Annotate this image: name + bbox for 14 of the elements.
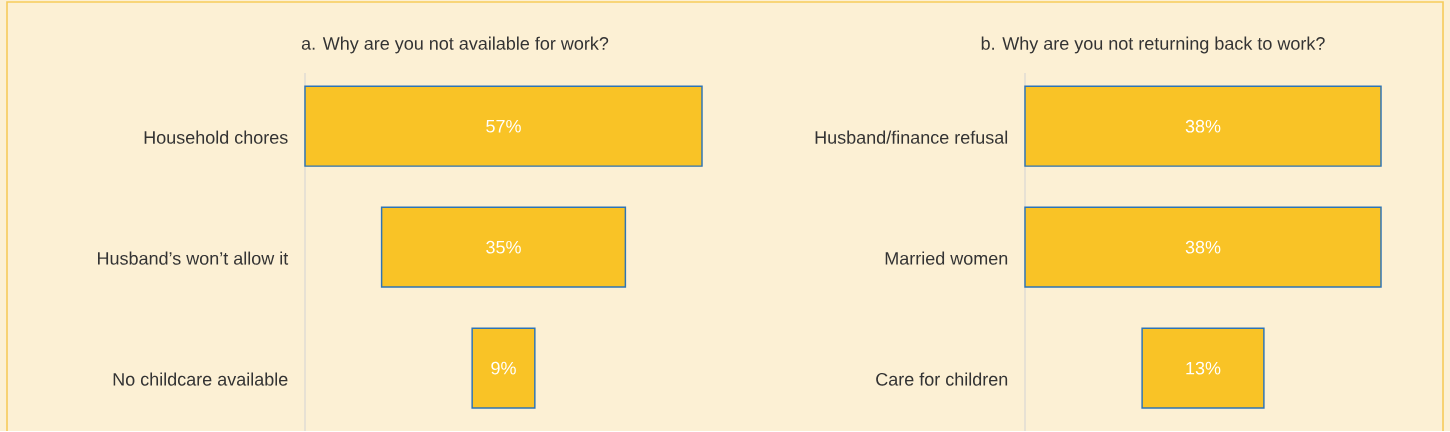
- category-label: Household chores: [144, 130, 288, 144]
- category-label: Married women: [885, 251, 1008, 265]
- data-label: 38%: [1185, 240, 1221, 254]
- category-label: Care for children: [876, 372, 1008, 386]
- data-label: 13%: [1186, 361, 1221, 375]
- category-label: Husband/finance refusal: [815, 130, 1008, 144]
- category-label: No childcare available: [113, 372, 288, 386]
- text: b. Why are you not returning back to work?: [981, 36, 1325, 54]
- data-label: 9%: [491, 361, 516, 375]
- data-label: 57%: [486, 119, 521, 133]
- category-label: Husband’s won’t allow it: [98, 251, 289, 265]
- data-label: 38%: [1185, 119, 1221, 133]
- text: a. Why are you not available for work?: [301, 36, 609, 54]
- data-label: 35%: [486, 240, 521, 254]
